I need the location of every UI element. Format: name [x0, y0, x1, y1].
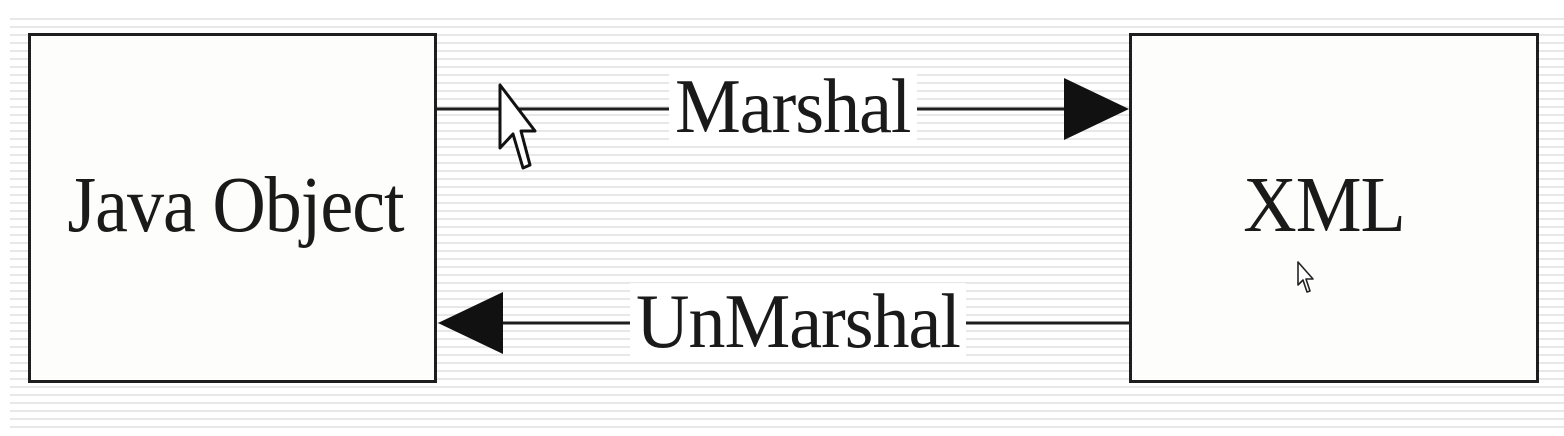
xml-node: XML — [1129, 33, 1539, 383]
mouse-pointer-icon — [498, 83, 537, 170]
marshal-label: Marshal — [669, 68, 917, 146]
mouse-pointer-icon — [1297, 261, 1314, 293]
unmarshal-label: UnMarshal — [630, 283, 966, 361]
xml-label: XML — [1243, 160, 1405, 249]
java-object-label: Java Object — [67, 160, 404, 249]
java-object-node: Java Object — [28, 33, 437, 383]
unmarshal-arrowhead — [438, 292, 503, 354]
marshal-arrowhead — [1064, 78, 1129, 140]
